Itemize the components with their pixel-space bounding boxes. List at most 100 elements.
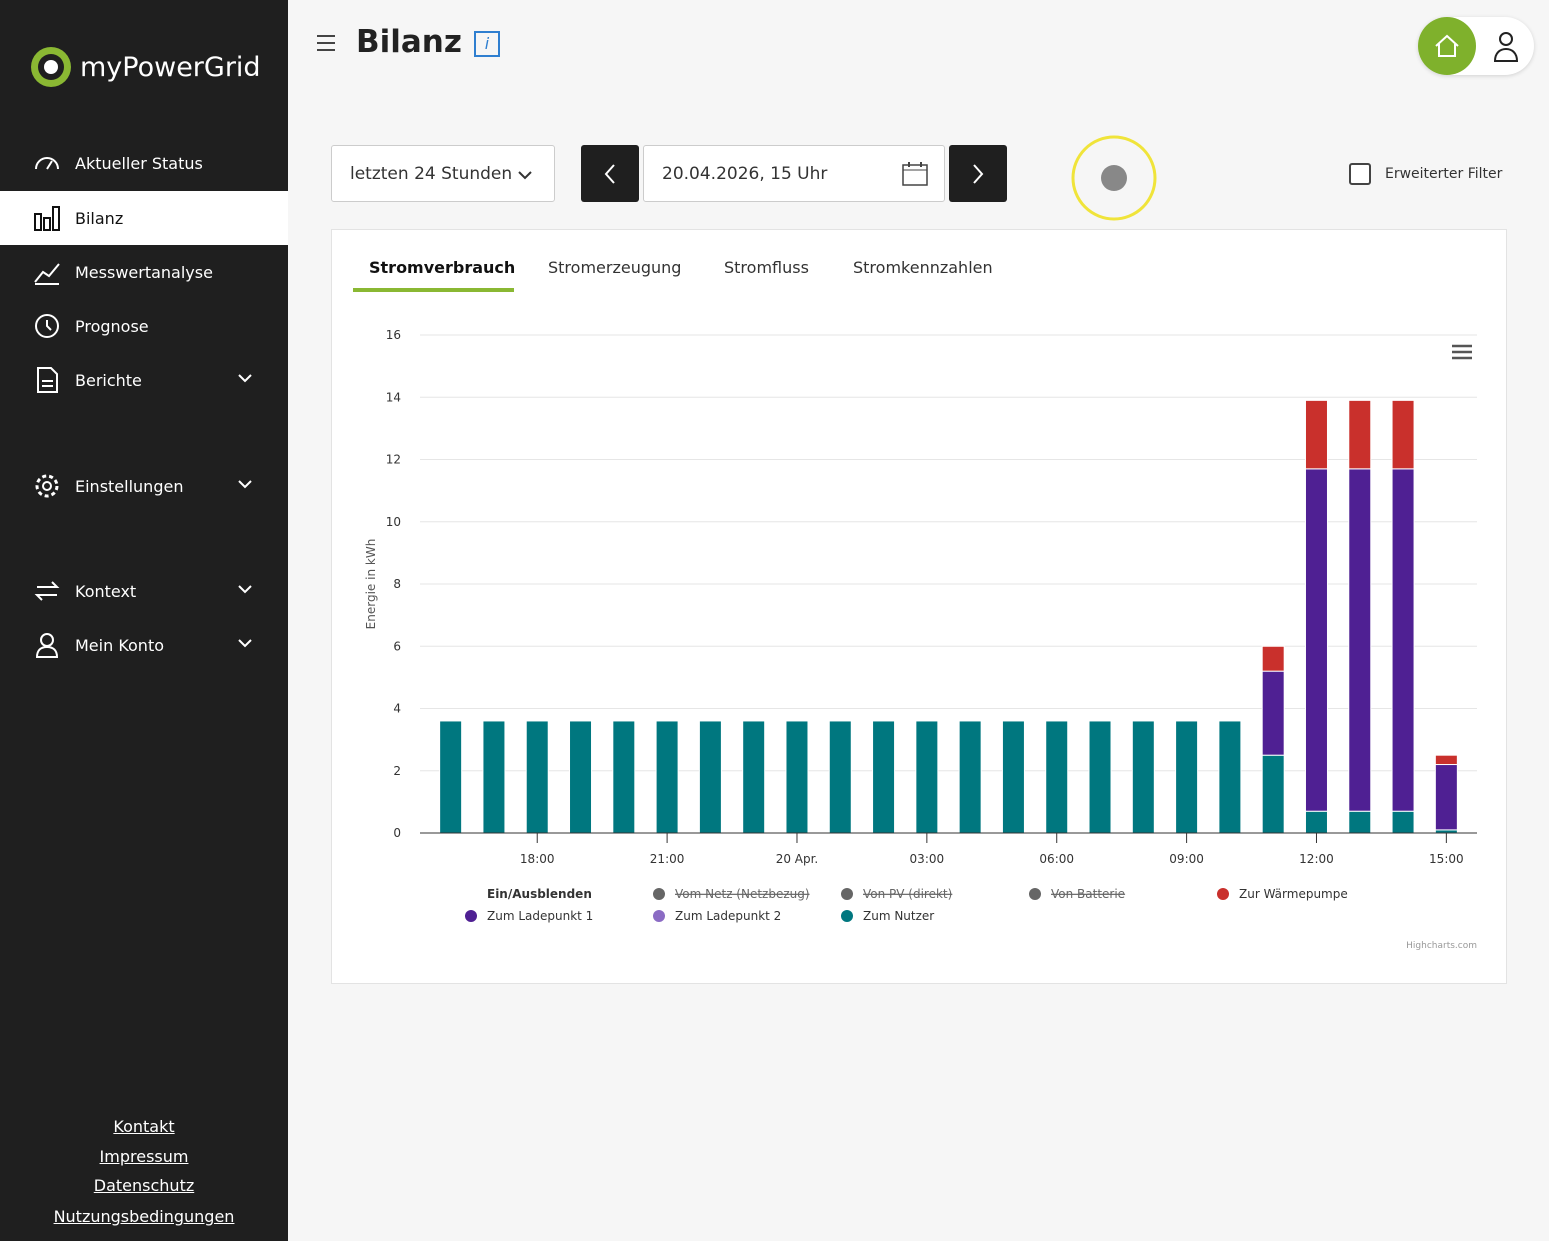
- logo-text: myPowerGrid: [80, 51, 261, 83]
- bar-segment: [1001, 720, 1025, 834]
- nav-item[interactable]: Einstellungen: [0, 459, 288, 513]
- legend-item[interactable]: Zum Ladepunkt 1: [465, 909, 593, 923]
- nav-label: Mein Konto: [75, 635, 165, 655]
- footer-link[interactable]: Impressum: [99, 1147, 189, 1166]
- chart-menu[interactable]: [1452, 344, 1472, 360]
- nav-item[interactable]: Messwertanalyse: [0, 245, 288, 299]
- nav-label: Kontext: [75, 581, 137, 601]
- footer-link[interactable]: Kontakt: [113, 1117, 175, 1136]
- nav-item[interactable]: Aktueller Status: [0, 136, 288, 190]
- nav-label: Berichte: [75, 370, 142, 390]
- period-text: letzten 24 Stunden: [350, 163, 513, 184]
- nav-label: Aktueller Status: [75, 153, 203, 173]
- tab[interactable]: Stromfluss: [724, 258, 809, 277]
- bar-segment: [1391, 399, 1415, 470]
- bar-segment: [439, 720, 463, 834]
- x-tick-label: 15:00: [1429, 852, 1464, 866]
- bar-segment: [1391, 468, 1415, 812]
- bar-segment: [1218, 720, 1242, 834]
- filter-label: Erweiterter Filter: [1385, 166, 1503, 182]
- role-switch[interactable]: [1418, 17, 1534, 75]
- next-button[interactable]: [949, 145, 1007, 202]
- legend-item[interactable]: Von PV (direkt): [841, 887, 952, 901]
- y-tick-label: 8: [393, 577, 401, 591]
- bar-segment: [1434, 754, 1458, 766]
- cursor-highlight: [1071, 135, 1157, 221]
- legend-title: Ein/Ausblenden: [487, 887, 592, 901]
- bar-segment: [655, 720, 679, 834]
- x-tick-label: 03:00: [910, 852, 945, 866]
- bar-segment: [1131, 720, 1155, 834]
- bar-segment: [915, 720, 939, 834]
- bar-segment: [828, 720, 852, 834]
- bar-segment: [1261, 754, 1285, 834]
- legend-label: Vom Netz (Netzbezug): [675, 887, 810, 901]
- nav-item[interactable]: Kontext: [0, 564, 288, 618]
- legend-symbol: [841, 910, 853, 922]
- bar-segment: [1434, 764, 1458, 831]
- bar-segment: [1045, 720, 1069, 834]
- y-tick-label: 4: [393, 702, 401, 716]
- filter-checkbox[interactable]: [1349, 163, 1371, 185]
- footer-link[interactable]: Nutzungsbedingungen: [53, 1207, 235, 1226]
- nav-item[interactable]: Bilanz: [0, 191, 288, 245]
- bar-segment: [1304, 810, 1328, 834]
- bar-segment: [1088, 720, 1112, 834]
- legend-label: Von PV (direkt): [863, 887, 952, 901]
- legend-label: Zum Ladepunkt 1: [487, 909, 593, 923]
- chart: 0 2 4 6 8 10 12 14 16 Energie in kWh 18:00 21:00 20 …: [364, 328, 1477, 951]
- credits: Highcharts.com: [1406, 941, 1477, 951]
- bar-segment: [1261, 670, 1285, 756]
- x-tick-label: 21:00: [650, 852, 685, 866]
- x-tick-label: 09:00: [1169, 852, 1204, 866]
- info-button[interactable]: i: [474, 31, 500, 57]
- footer-link[interactable]: Datenschutz: [93, 1176, 195, 1195]
- nav-item[interactable]: Mein Konto: [0, 618, 288, 672]
- bar-segment: [1391, 810, 1415, 834]
- legend-symbol: [653, 910, 665, 922]
- period-select[interactable]: letzten 24 Stunden: [331, 145, 555, 202]
- date-input[interactable]: 20.04.2026, 15 Uhr: [643, 145, 945, 202]
- x-tick-label: 20 Apr.: [776, 852, 819, 866]
- bar-segment: [1304, 399, 1328, 470]
- y-tick-label: 2: [393, 764, 401, 778]
- bar-segment: [612, 720, 636, 834]
- bar-segment: [1261, 645, 1285, 672]
- nav-item[interactable]: Berichte: [0, 353, 288, 407]
- bar-segment: [1304, 468, 1328, 812]
- nav-item[interactable]: Prognose: [0, 299, 288, 353]
- legend-label: Zum Ladepunkt 2: [675, 909, 781, 923]
- legend-item[interactable]: Zum Ladepunkt 2: [653, 909, 781, 923]
- date-text: 20.04.2026, 15 Uhr: [662, 163, 828, 184]
- y-tick-label: 14: [386, 390, 401, 404]
- nav-label: Einstellungen: [75, 476, 184, 496]
- y-tick-label: 10: [386, 515, 401, 529]
- y-tick-label: 12: [386, 453, 401, 467]
- svg-text:i: i: [485, 34, 490, 53]
- tab[interactable]: Stromkennzahlen: [853, 258, 993, 277]
- y-tick-label: 16: [386, 328, 401, 342]
- bar-segment: [698, 720, 722, 834]
- y-tick-label: 6: [393, 639, 401, 653]
- menu-toggle[interactable]: [315, 33, 337, 53]
- x-tick-label: 18:00: [520, 852, 555, 866]
- bar-segment: [569, 720, 593, 834]
- logo-icon: [31, 47, 71, 87]
- tab[interactable]: Stromverbrauch: [369, 258, 516, 277]
- sidebar: myPowerGrid Aktueller Status Bilanz Mess…: [0, 0, 288, 1241]
- bar-segment: [958, 720, 982, 834]
- legend-item[interactable]: Zur Wärmepumpe: [1217, 887, 1348, 901]
- legend-symbol: [465, 910, 477, 922]
- legend-item[interactable]: Zum Nutzer: [841, 909, 934, 923]
- tab[interactable]: Stromerzeugung: [548, 258, 682, 277]
- bar-segment: [742, 720, 766, 834]
- x-tick-label: 06:00: [1039, 852, 1074, 866]
- prev-button[interactable]: [581, 145, 639, 202]
- legend-item[interactable]: Von Batterie: [1029, 887, 1125, 901]
- bar-segment: [482, 720, 506, 834]
- legend-item[interactable]: Vom Netz (Netzbezug): [653, 887, 810, 901]
- nav-label: Messwertanalyse: [75, 262, 213, 282]
- bar-segment: [525, 720, 549, 834]
- bar-segment: [1348, 399, 1372, 470]
